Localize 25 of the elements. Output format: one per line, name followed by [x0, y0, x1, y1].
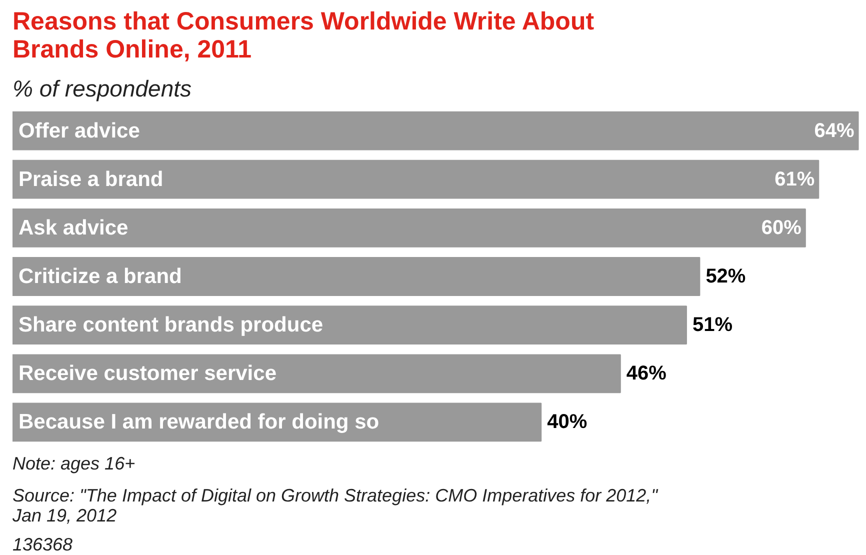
bar — [12, 306, 687, 345]
bar — [12, 111, 859, 150]
data-label: 52% — [706, 266, 746, 288]
text: Note: ages 16+ — [12, 454, 136, 474]
data-label: 64% — [814, 120, 854, 142]
bar — [12, 208, 806, 248]
source-note: Source: "The Impact of Digital on Growth Strategies: CMO Imperatives for 2012," Jan 19, 2012 — [12, 486, 660, 526]
bar — [12, 160, 820, 199]
y-tick-label: Criticize a brand — [18, 265, 182, 288]
y-tick-label: Share content brands produce — [18, 314, 324, 337]
y-tick-label: Praise a brand — [18, 168, 164, 191]
chart-title: Reasons that Consumers Worldwide Write About Brands Online, 2011 — [12, 8, 595, 64]
bar — [12, 257, 700, 296]
y-tick-label: Receive customer service — [18, 362, 276, 386]
y-tick-label: Ask advice — [18, 216, 128, 240]
text: 136368 — [12, 534, 73, 554]
chart-subtitle: % of respondents — [12, 76, 192, 102]
y-tick-label: Because I am rewarded for doing so — [18, 410, 380, 434]
data-label: 46% — [626, 362, 667, 385]
data-label: 51% — [692, 314, 733, 336]
y-tick-label: Offer advice — [18, 119, 140, 142]
data-label: 40% — [547, 411, 588, 434]
data-label: 61% — [774, 168, 815, 190]
data-label: 60% — [761, 216, 802, 239]
bar — [12, 354, 621, 394]
